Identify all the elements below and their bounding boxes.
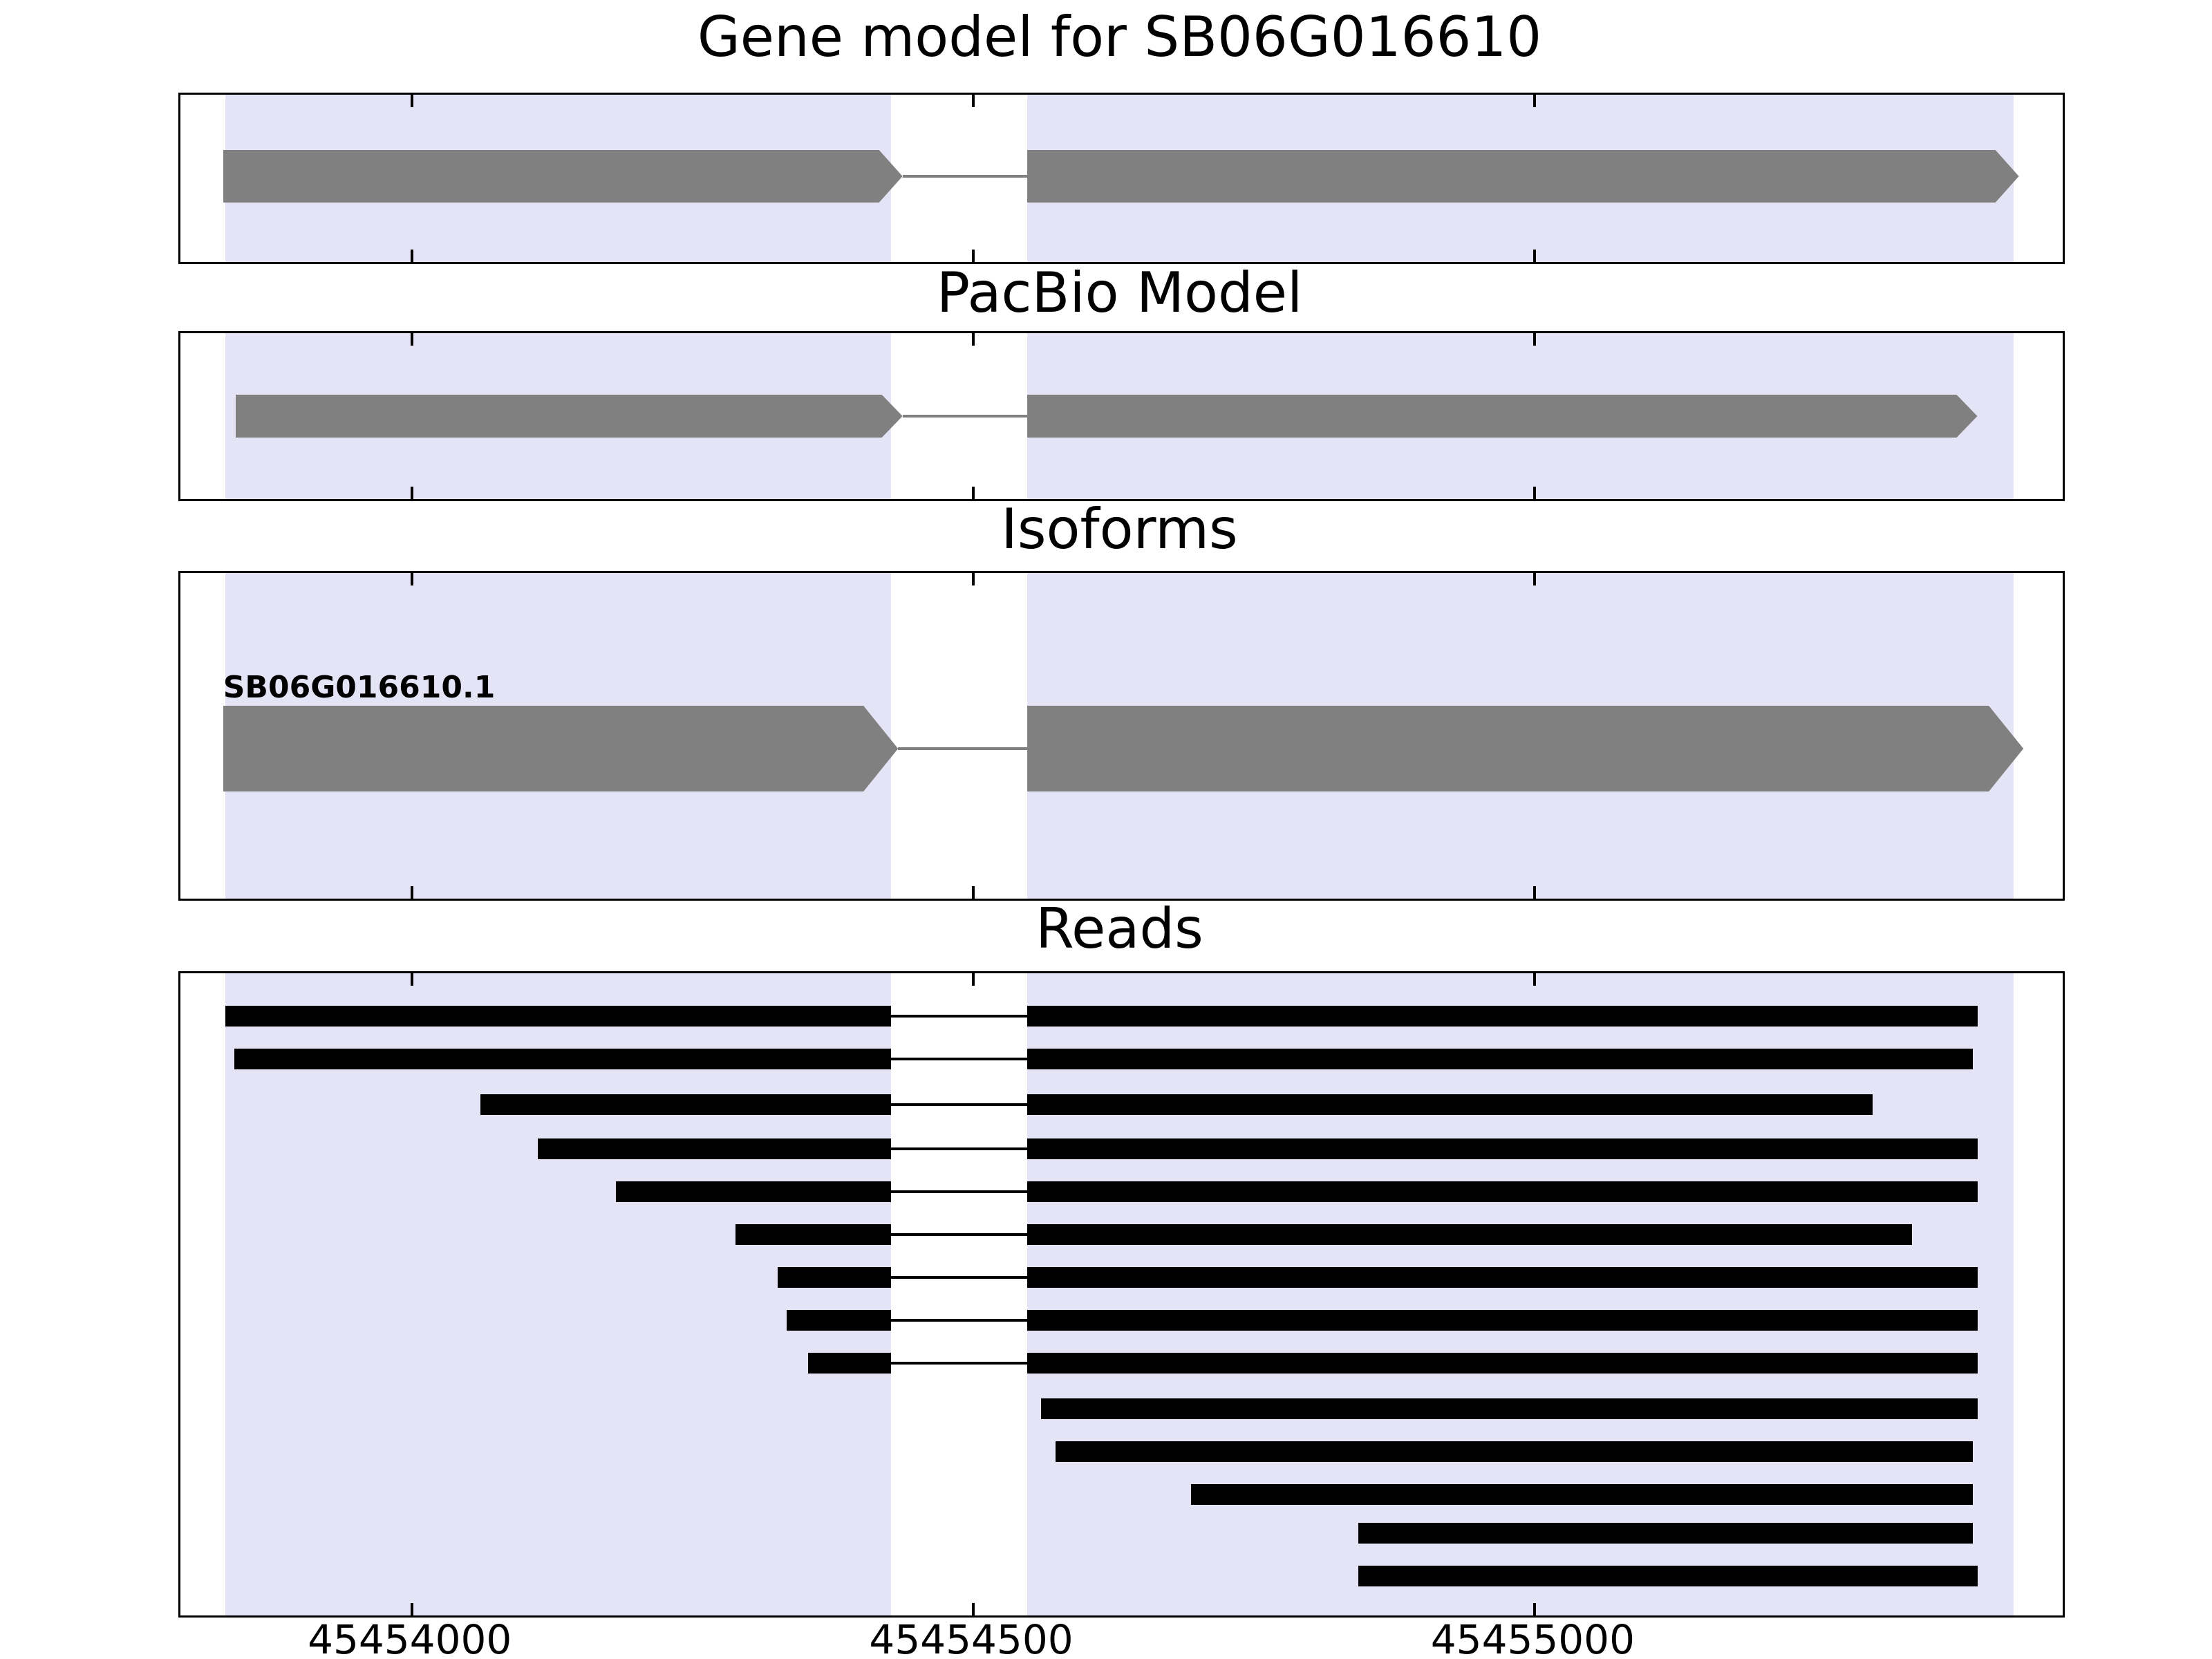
read-bar <box>234 1049 892 1069</box>
read-bar <box>616 1181 892 1202</box>
axis-tick <box>1533 573 1537 585</box>
read-bar <box>808 1353 892 1374</box>
axis-tick <box>410 250 413 262</box>
axis-tick <box>410 487 413 499</box>
read-intron-line <box>891 1319 1027 1322</box>
panel-isoforms: SB06G016610.1 <box>178 571 2065 901</box>
read-bar <box>1027 1138 1978 1159</box>
read-bar <box>537 1138 892 1159</box>
x-tick-label: 45455000 <box>1430 1616 1635 1659</box>
axis-tick <box>972 973 975 986</box>
axis-tick <box>972 250 975 262</box>
exon-arrow <box>223 706 898 791</box>
read-bar <box>1055 1441 1974 1462</box>
read-bar <box>1191 1484 1973 1505</box>
exon-arrow <box>1027 706 2023 791</box>
panel-reads <box>178 971 2065 1618</box>
read-intron-line <box>891 1190 1027 1193</box>
read-bar <box>1027 1224 1913 1245</box>
read-intron-line <box>891 1103 1027 1106</box>
axis-tick <box>1533 95 1537 107</box>
read-bar <box>1027 1310 1978 1331</box>
highlight-band <box>1027 973 2014 1615</box>
read-intron-line <box>891 1276 1027 1279</box>
read-bar <box>1027 1006 1978 1027</box>
axis-tick <box>972 886 975 899</box>
intron-line <box>898 747 1027 750</box>
panel-title-isoforms: Isoforms <box>1001 497 1238 561</box>
read-bar <box>1027 1181 1978 1202</box>
panel-pacbio-model <box>178 331 2065 501</box>
read-bar <box>778 1267 892 1288</box>
panel-title-pacbio-model: PacBio Model <box>936 261 1303 325</box>
read-bar <box>1358 1566 1978 1586</box>
x-axis: 45454000 45454500 45455000 <box>178 1616 2061 1659</box>
axis-tick <box>410 95 413 107</box>
exon-arrow <box>1027 150 2019 203</box>
read-bar <box>480 1094 892 1115</box>
intron-line <box>902 175 1027 178</box>
axis-tick <box>1533 886 1537 899</box>
axis-tick <box>1533 333 1537 346</box>
isoform-label: SB06G016610.1 <box>223 670 496 705</box>
x-tick-label: 45454500 <box>869 1616 1074 1659</box>
read-bar <box>1027 1094 1873 1115</box>
axis-tick <box>972 573 975 585</box>
axis-tick <box>1533 250 1537 262</box>
axis-tick <box>1533 973 1537 986</box>
read-intron-line <box>891 1058 1027 1060</box>
read-bar <box>1358 1523 1973 1544</box>
read-intron-line <box>891 1233 1027 1236</box>
axis-tick <box>972 95 975 107</box>
axis-tick <box>410 973 413 986</box>
read-bar <box>1027 1353 1978 1374</box>
axis-tick <box>410 333 413 346</box>
read-bar <box>787 1310 892 1331</box>
read-intron-line <box>891 1362 1027 1365</box>
read-intron-line <box>891 1147 1027 1150</box>
read-intron-line <box>891 1015 1027 1018</box>
x-tick-label: 45454000 <box>308 1616 512 1659</box>
panel-gene-model <box>178 93 2065 264</box>
read-bar <box>735 1224 892 1245</box>
highlight-band <box>225 973 892 1615</box>
exon-arrow <box>236 395 903 438</box>
axis-tick <box>410 1603 413 1615</box>
axis-tick <box>1533 1603 1537 1615</box>
panel-title-reads: Reads <box>1035 897 1203 961</box>
panel-title-gene-model: Gene model for SB06G016610 <box>697 5 1542 69</box>
axis-tick <box>410 573 413 585</box>
exon-arrow <box>223 150 903 203</box>
axis-tick <box>972 1603 975 1615</box>
read-bar <box>1027 1049 1973 1069</box>
axis-tick <box>972 487 975 499</box>
read-bar <box>1027 1267 1978 1288</box>
intron-line <box>902 415 1027 418</box>
axis-tick <box>410 886 413 899</box>
axis-tick <box>972 333 975 346</box>
read-bar <box>225 1006 892 1027</box>
read-bar <box>1040 1398 1978 1419</box>
axis-tick <box>1533 487 1537 499</box>
exon-arrow <box>1027 395 1977 438</box>
